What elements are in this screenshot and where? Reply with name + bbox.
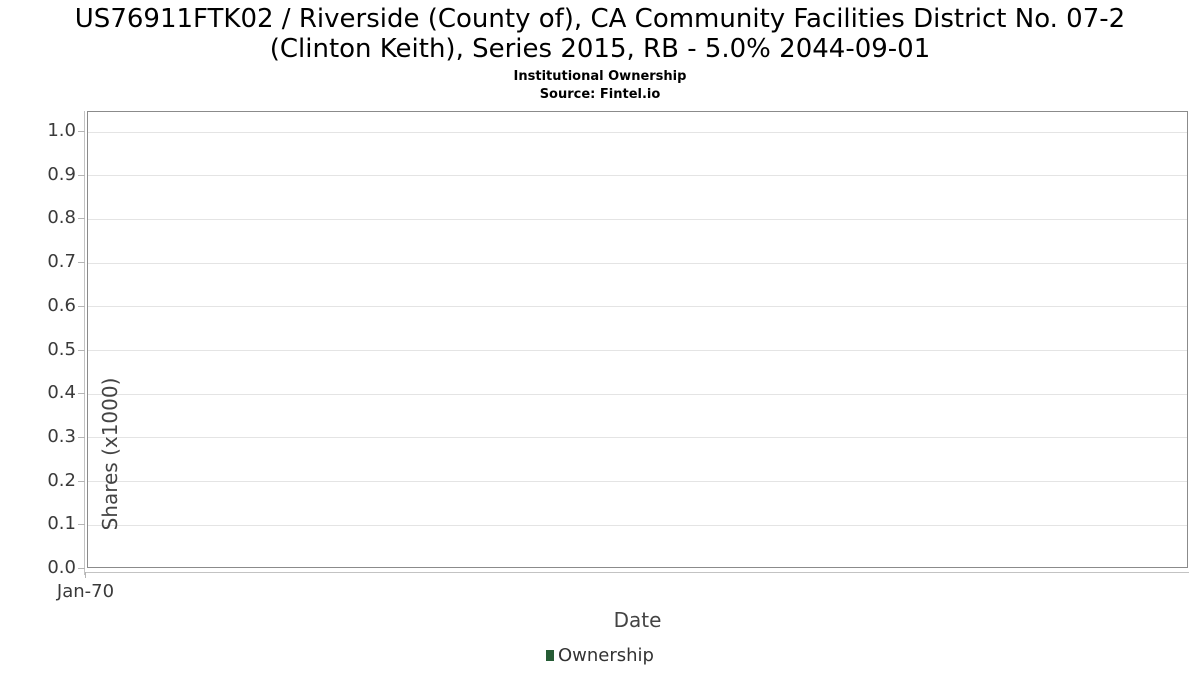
y-tick-label-0.7: 0.7 — [47, 251, 76, 273]
y-tick-mark-0.6 — [78, 305, 85, 307]
x-tick-mark — [85, 572, 86, 578]
y-tick-label-0.1: 0.1 — [47, 513, 76, 535]
y-tick-mark-0.2 — [78, 480, 85, 482]
y-tick-mark-0.7 — [78, 262, 85, 264]
y-tick-label-0.3: 0.3 — [47, 425, 76, 447]
gridline-0.5 — [88, 350, 1187, 352]
y-tick-mark-0.5 — [78, 349, 85, 351]
y-tick-label-0.0: 0.0 — [47, 557, 76, 578]
y-tick-mark-0.1 — [78, 524, 85, 526]
y-tick-label-0.9: 0.9 — [47, 163, 76, 185]
chart-source: Source: Fintel.io — [539, 87, 661, 102]
legend-label-ownership: Ownership — [558, 645, 654, 666]
gridline-1.0 — [88, 131, 1187, 133]
y-axis-title: Shares (x1000) — [98, 377, 122, 531]
ownership-series-marker-icon — [546, 650, 554, 661]
y-tick-label-0.6: 0.6 — [47, 294, 76, 316]
y-tick-mark-0.3 — [78, 436, 85, 438]
plot-area: Shares (x1000) — [87, 111, 1188, 568]
y-tick-mark-1.0 — [78, 131, 85, 133]
gridline-0.6 — [88, 306, 1187, 308]
gridline-0.2 — [88, 481, 1187, 483]
y-tick-label-0.2: 0.2 — [47, 469, 76, 491]
gridline-0.1 — [88, 524, 1187, 526]
gridline-0.4 — [88, 393, 1187, 395]
chart-title-line-2: (Clinton Keith), Series 2015, RB - 5.0% … — [269, 34, 931, 64]
legend: Ownership — [0, 645, 1200, 666]
gridline-0.7 — [88, 262, 1187, 264]
y-tick-mark-0.9 — [78, 174, 85, 176]
gridline-0.8 — [88, 218, 1187, 220]
y-tick-mark-0.8 — [78, 218, 85, 220]
y-tick-label-0.5: 0.5 — [47, 338, 76, 360]
chart-title-line-1: US76911FTK02 / Riverside (County of), CA… — [74, 4, 1126, 34]
gridline-0.3 — [88, 437, 1187, 439]
y-axis-line — [84, 111, 85, 575]
y-tick-label-0.8: 0.8 — [47, 207, 76, 229]
gridline-0.9 — [88, 175, 1187, 177]
y-tick-label-1.0: 1.0 — [47, 120, 76, 142]
chart-subtitle: Institutional Ownership — [513, 69, 687, 84]
y-tick-mark-0.4 — [78, 393, 85, 395]
x-axis-title: Date — [613, 608, 662, 632]
chart-title-block: US76911FTK02 / Riverside (County of), CA… — [0, 4, 1200, 102]
x-axis-line — [84, 572, 1189, 573]
x-tick-label: Jan-70 — [56, 581, 115, 602]
y-tick-mark-0.0 — [78, 568, 85, 569]
y-tick-label-0.4: 0.4 — [47, 382, 76, 404]
